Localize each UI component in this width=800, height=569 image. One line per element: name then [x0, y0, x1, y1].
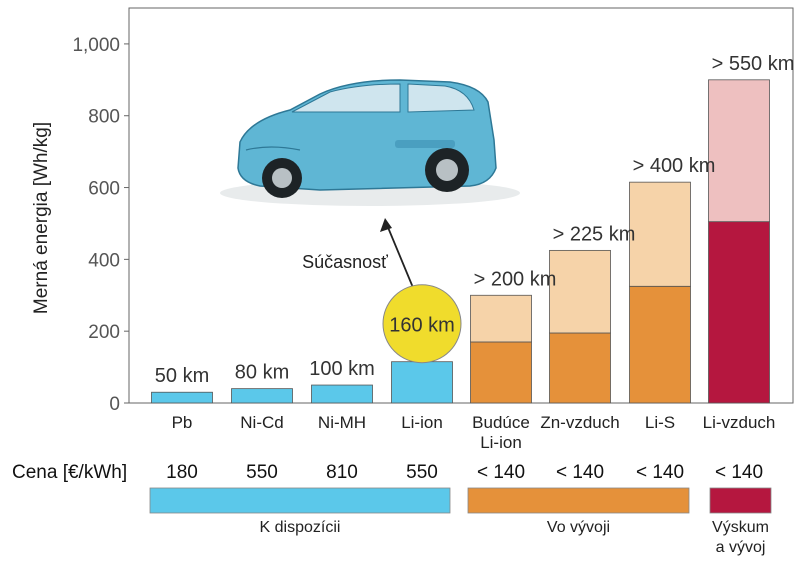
y-tick-label: 1,000 [72, 35, 120, 56]
cost-value: 180 [166, 462, 198, 483]
x-tick-label: Li-vzduch [703, 413, 776, 432]
bars [151, 79, 770, 404]
y-tick-label: 200 [88, 322, 120, 343]
status-label: Výskum a vývoj [712, 519, 769, 556]
range-label: 50 km [155, 365, 209, 387]
x-tick-label: Li-ion [401, 413, 443, 432]
bar-current [391, 361, 453, 404]
x-axis-labels: Pb Ni-Cd Ni-MH Li-ion Budúce Li-ion Zn-vzduch L… [172, 413, 776, 452]
cost-value: 550 [406, 462, 438, 483]
y-axis-label: Merná energia [Wh/kg] [31, 122, 52, 314]
current-highlight-circle [382, 284, 462, 364]
status-bar [149, 487, 451, 514]
cost-label: Cena [€/kWh] [12, 462, 127, 483]
y-tick-label: 600 [88, 179, 120, 200]
cost-value: < 140 [556, 462, 604, 483]
bar-current [629, 285, 691, 404]
status-groups: K dispozícii Vo vývoji Výskum a vývoj [149, 487, 772, 556]
y-tick-label: 800 [88, 107, 120, 128]
range-label: > 400 km [633, 155, 716, 177]
x-tick-label: Budúce Li-ion [472, 413, 530, 452]
status-label: K dispozícii [260, 519, 341, 536]
x-tick-label: Pb [172, 413, 193, 432]
cost-values: 180 550 810 550 < 140 < 140 < 140 < 140 [166, 462, 763, 483]
y-tick-label: 0 [109, 394, 120, 415]
range-label: > 225 km [553, 223, 636, 245]
x-tick-label: Ni-MH [318, 413, 366, 432]
present-arrow [380, 218, 415, 291]
range-labels: 50 km 80 km 100 km 160 km > 200 km > 225 km > … [155, 53, 795, 387]
x-tick-label: Zn-vzduch [540, 413, 619, 432]
present-annotation: Súčasnosť [302, 252, 388, 272]
bar-current [549, 332, 611, 404]
status-bar [709, 487, 772, 514]
cost-value: < 140 [636, 462, 684, 483]
bar-potential [708, 79, 770, 223]
plot-frame [128, 7, 794, 404]
range-label: 100 km [309, 358, 375, 380]
y-tick-label: 400 [88, 250, 120, 271]
range-label: 160 km [389, 315, 455, 337]
status-bar [467, 487, 690, 514]
bar-current [311, 384, 373, 404]
status-label: Vo vývoji [547, 519, 610, 536]
range-label: > 550 km [712, 53, 795, 75]
bar-current [231, 388, 293, 404]
x-tick-label: Ni-Cd [240, 413, 283, 432]
bar-potential [470, 294, 532, 343]
bar-current [151, 391, 213, 404]
bar-potential [549, 249, 611, 334]
bar-current [470, 341, 532, 404]
range-label: > 200 km [474, 268, 557, 290]
cost-value: 810 [326, 462, 358, 483]
cost-value: 550 [246, 462, 278, 483]
cost-value: < 140 [715, 462, 763, 483]
bar-current [708, 221, 770, 404]
electric-car-image [220, 79, 520, 206]
cost-value: < 140 [477, 462, 525, 483]
y-axis: 0 200 400 600 800 1,000 [72, 35, 129, 415]
x-tick-label: Li-S [645, 413, 675, 432]
bar-potential [629, 181, 691, 287]
range-label: 80 km [235, 362, 289, 384]
